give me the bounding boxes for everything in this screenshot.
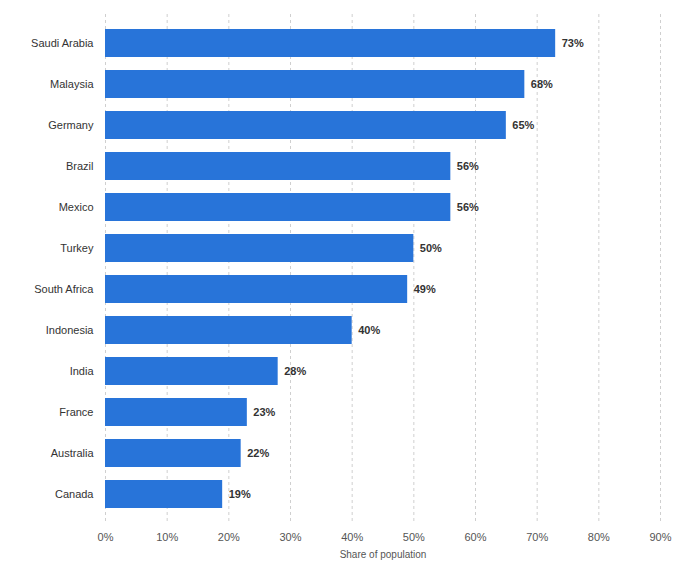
svg-text:France: France bbox=[59, 406, 93, 418]
svg-text:90%: 90% bbox=[649, 531, 671, 543]
svg-text:68%: 68% bbox=[531, 78, 553, 90]
svg-text:60%: 60% bbox=[464, 531, 486, 543]
svg-text:70%: 70% bbox=[526, 531, 548, 543]
svg-text:Share of population: Share of population bbox=[340, 549, 427, 560]
svg-text:India: India bbox=[70, 365, 95, 377]
svg-text:80%: 80% bbox=[588, 531, 610, 543]
svg-text:Saudi Arabia: Saudi Arabia bbox=[31, 37, 94, 49]
svg-text:65%: 65% bbox=[512, 119, 534, 131]
svg-text:40%: 40% bbox=[358, 324, 380, 336]
svg-text:56%: 56% bbox=[457, 160, 479, 172]
svg-text:28%: 28% bbox=[284, 365, 306, 377]
svg-text:56%: 56% bbox=[457, 201, 479, 213]
svg-text:Turkey: Turkey bbox=[60, 242, 94, 254]
svg-text:10%: 10% bbox=[156, 531, 178, 543]
svg-text:50%: 50% bbox=[403, 531, 425, 543]
svg-text:Indonesia: Indonesia bbox=[46, 324, 95, 336]
svg-text:Brazil: Brazil bbox=[66, 160, 94, 172]
svg-text:20%: 20% bbox=[218, 531, 240, 543]
svg-text:50%: 50% bbox=[420, 242, 442, 254]
svg-text:22%: 22% bbox=[247, 447, 269, 459]
svg-text:23%: 23% bbox=[253, 406, 275, 418]
svg-text:Germany: Germany bbox=[48, 119, 94, 131]
svg-text:South Africa: South Africa bbox=[34, 283, 94, 295]
svg-text:Australia: Australia bbox=[51, 447, 95, 459]
svg-text:Canada: Canada bbox=[55, 488, 94, 500]
svg-text:49%: 49% bbox=[414, 283, 436, 295]
svg-text:73%: 73% bbox=[562, 37, 584, 49]
svg-text:0%: 0% bbox=[98, 531, 114, 543]
svg-text:30%: 30% bbox=[279, 531, 301, 543]
svg-text:Malaysia: Malaysia bbox=[50, 78, 94, 90]
svg-text:40%: 40% bbox=[341, 531, 363, 543]
svg-text:Mexico: Mexico bbox=[59, 201, 94, 213]
svg-text:19%: 19% bbox=[229, 488, 251, 500]
